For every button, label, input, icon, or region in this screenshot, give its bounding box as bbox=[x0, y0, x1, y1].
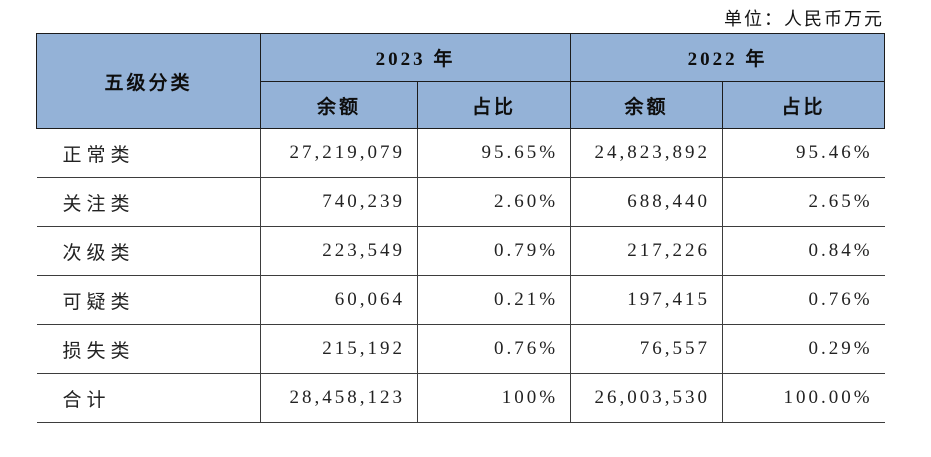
percentage-2022-cell: 0.29% bbox=[722, 324, 885, 374]
balance-2022-cell: 76,557 bbox=[570, 324, 724, 374]
category-cell: 损失类 bbox=[36, 324, 261, 374]
category-cell: 可疑类 bbox=[36, 275, 261, 325]
table-row-doubtful: 可疑类 60,064 0.21% 197,415 0.76% bbox=[36, 275, 885, 325]
percentage-2023-cell: 0.21% bbox=[416, 275, 572, 325]
balance-2022-cell: 217,226 bbox=[570, 226, 724, 276]
percentage-2022-cell: 0.76% bbox=[722, 275, 885, 325]
category-cell: 合计 bbox=[36, 373, 261, 423]
balance-2023-cell: 223,549 bbox=[260, 226, 418, 276]
balance-2022-cell: 26,003,530 bbox=[570, 373, 724, 423]
table-body: 正常类 27,219,079 95.65% 24,823,892 95.46% … bbox=[36, 128, 885, 423]
loan-classification-table: 五级分类 2023 年 2022 年 余额 占比 余额 占比 正常类 27,21… bbox=[36, 33, 886, 423]
balance-2023-cell: 215,192 bbox=[260, 324, 418, 374]
table-row-total: 合计 28,458,123 100% 26,003,530 100.00% bbox=[36, 373, 885, 423]
percentage-2022-cell: 2.65% bbox=[722, 177, 885, 227]
corner-header-five-level-classification: 五级分类 bbox=[36, 33, 261, 129]
table-row-normal: 正常类 27,219,079 95.65% 24,823,892 95.46% bbox=[36, 128, 885, 178]
percentage-2022-cell: 95.46% bbox=[722, 128, 885, 178]
table-row-special-mention: 关注类 740,239 2.60% 688,440 2.65% bbox=[36, 177, 885, 227]
header-year-row: 五级分类 2023 年 2022 年 bbox=[36, 33, 886, 129]
balance-2023-cell: 27,219,079 bbox=[260, 128, 418, 178]
table-row-substandard: 次级类 223,549 0.79% 217,226 0.84% bbox=[36, 226, 885, 276]
category-cell: 正常类 bbox=[36, 128, 261, 178]
header-2022-balance: 余额 bbox=[570, 81, 724, 129]
percentage-2022-cell: 0.84% bbox=[722, 226, 885, 276]
unit-label: 单位：人民币万元 bbox=[724, 9, 884, 29]
header-2023-percentage: 占比 bbox=[416, 81, 572, 129]
percentage-2023-cell: 2.60% bbox=[416, 177, 572, 227]
category-cell: 关注类 bbox=[36, 177, 261, 227]
balance-2023-cell: 740,239 bbox=[260, 177, 418, 227]
percentage-2023-cell: 95.65% bbox=[416, 128, 572, 178]
table-row-loss: 损失类 215,192 0.76% 76,557 0.29% bbox=[36, 324, 885, 374]
year-2023-header: 2023 年 bbox=[259, 33, 572, 82]
category-cell: 次级类 bbox=[36, 226, 261, 276]
percentage-2023-cell: 0.79% bbox=[416, 226, 572, 276]
header-sub-row: 余额 占比 余额 占比 bbox=[37, 81, 886, 129]
percentage-2023-cell: 0.76% bbox=[416, 324, 572, 374]
header-2023-balance: 余额 bbox=[260, 81, 418, 129]
balance-2023-cell: 60,064 bbox=[260, 275, 418, 325]
percentage-2022-cell: 100.00% bbox=[722, 373, 885, 423]
table-header: 五级分类 2023 年 2022 年 余额 占比 余额 占比 bbox=[36, 33, 886, 129]
balance-2022-cell: 24,823,892 bbox=[570, 128, 724, 178]
year-2022-header: 2022 年 bbox=[570, 33, 886, 82]
percentage-2023-cell: 100% bbox=[416, 373, 572, 423]
header-2022-percentage: 占比 bbox=[722, 81, 886, 129]
balance-2022-cell: 197,415 bbox=[570, 275, 724, 325]
balance-2022-cell: 688,440 bbox=[570, 177, 724, 227]
balance-2023-cell: 28,458,123 bbox=[260, 373, 418, 423]
